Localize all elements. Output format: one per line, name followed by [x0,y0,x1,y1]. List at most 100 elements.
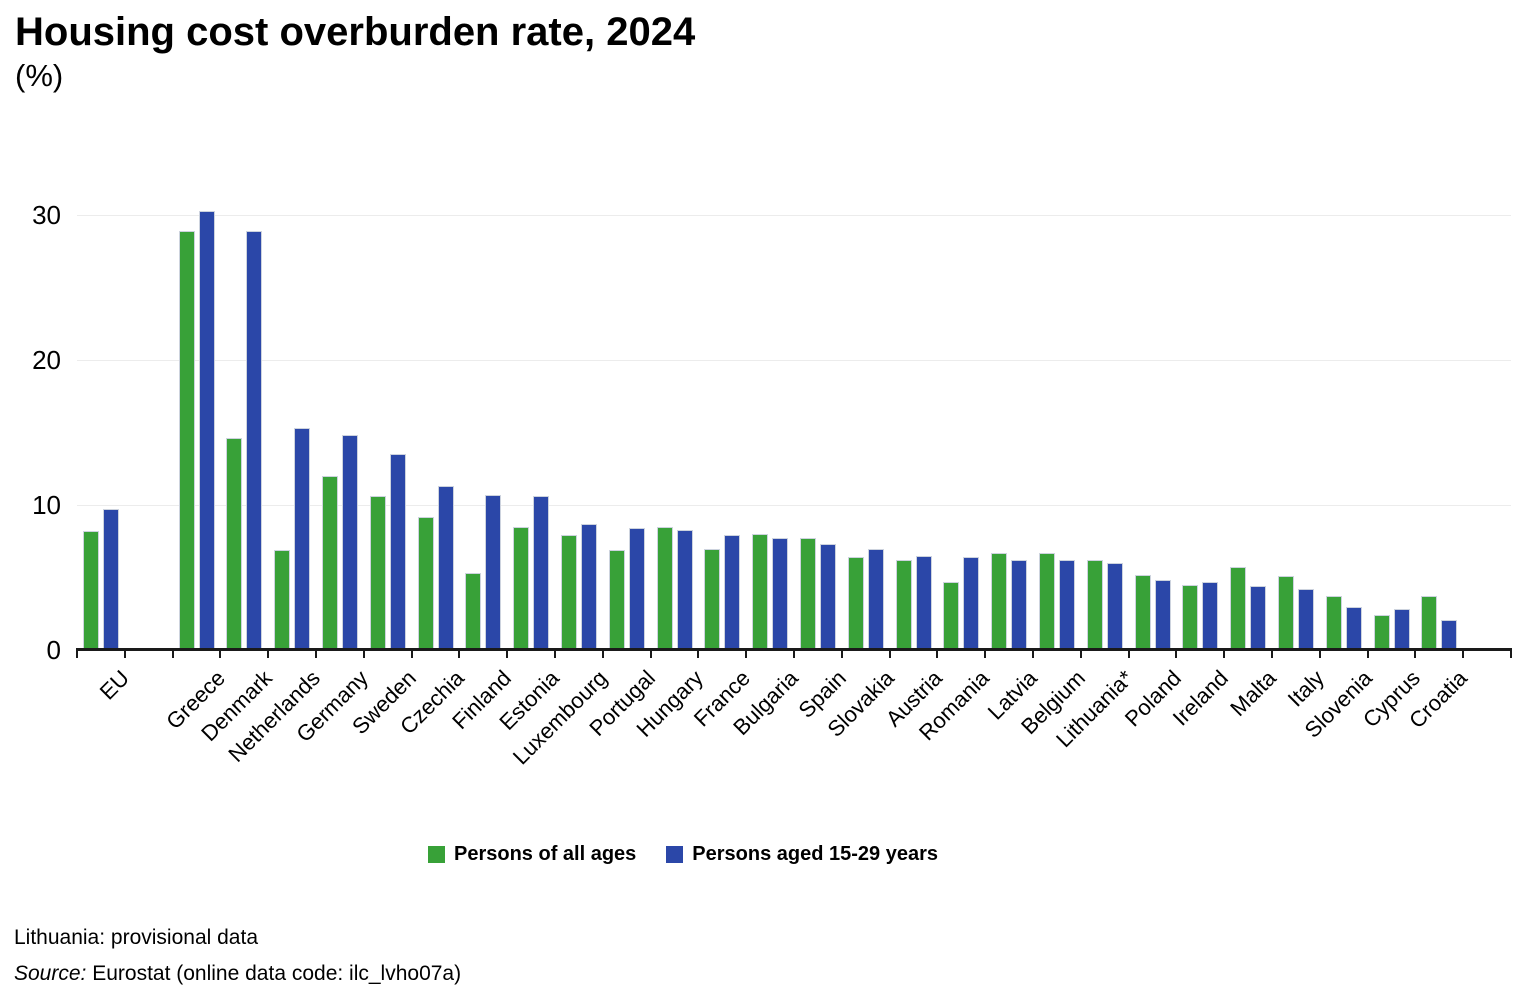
x-axis-tick [219,651,222,658]
bar-romania-aged-15-29 [963,557,980,650]
bar-poland-aged-15-29 [1154,580,1171,650]
y-axis-label-0: 0 [46,635,61,665]
x-axis-tick [1414,651,1417,658]
legend-label-aged-15-29: Persons aged 15-29 years [692,843,938,865]
bar-latvia-aged-15-29 [1011,560,1028,650]
bar-estonia-all-ages [513,526,530,650]
chart-title: Housing cost overburden rate, 2024 [15,10,696,54]
bar-estonia-aged-15-29 [533,496,550,650]
x-axis-tick [793,651,795,658]
bar-cyprus-all-ages [1373,615,1390,650]
bar-netherlands-all-ages [274,549,291,650]
x-axis-tick [506,651,509,658]
bar-czechia-all-ages [417,516,434,650]
x-axis-tick [1318,651,1321,658]
legend-swatch-green-icon [428,846,445,863]
source-text: Eurostat (online data code: ilc_lvho07a) [86,962,462,985]
x-axis-tick [1271,651,1273,658]
x-axis-tick [123,651,126,658]
x-axis-tick [315,651,317,658]
bar-malta-all-ages [1230,567,1247,650]
legend: Persons of all ages Persons aged 15-29 y… [0,843,1366,866]
x-axis-tick [458,651,461,658]
x-axis-tick [1032,651,1034,658]
bar-greece-all-ages [178,230,195,650]
bar-ireland-all-ages [1182,584,1199,650]
gridline-10 [77,504,1511,506]
x-axis-tick [1175,651,1178,658]
x-axis-tick [745,651,748,658]
bar-denmark-aged-15-29 [246,230,263,650]
legend-label-all-ages: Persons of all ages [454,843,637,865]
x-axis-tick [1223,651,1226,658]
bar-slovakia-aged-15-29 [867,548,884,650]
bar-cyprus-aged-15-29 [1393,609,1410,650]
chart-subtitle: (%) [15,58,64,93]
x-axis-tick [888,651,891,658]
bar-hungary-all-ages [656,526,673,650]
x-axis-tick [984,651,987,658]
bar-france-all-ages [704,548,721,650]
bar-luxembourg-all-ages [560,535,577,650]
legend-item-aged-15-29: Persons aged 15-29 years [666,843,938,866]
bar-sweden-aged-15-29 [389,454,406,650]
bar-austria-all-ages [895,560,912,650]
bar-romania-all-ages [943,581,960,650]
bar-belgium-aged-15-29 [1058,560,1075,650]
gridline-20 [77,359,1511,361]
x-axis-tick [649,651,652,658]
y-axis-label-20: 20 [32,345,61,375]
legend-swatch-blue-icon [666,846,684,863]
bar-bulgaria-all-ages [752,534,769,650]
bar-austria-aged-15-29 [915,555,932,650]
source-prefix: Source: [14,962,87,985]
bar-latvia-all-ages [991,552,1008,650]
footnote-source: Source: Eurostat (online data code: ilc_… [14,961,461,986]
bar-belgium-all-ages [1038,552,1055,650]
x-axis-tick [1366,651,1369,658]
bar-italy-aged-15-29 [1297,589,1314,650]
bar-netherlands-aged-15-29 [294,428,311,650]
x-axis-tick [697,651,700,658]
x-axis-tick [267,651,270,658]
x-axis-tick [840,651,843,658]
x-axis-tick [936,651,939,658]
x-axis-tick [601,651,604,658]
bar-italy-all-ages [1277,576,1294,650]
bar-croatia-aged-15-29 [1441,619,1458,650]
bar-luxembourg-aged-15-29 [580,523,597,650]
bar-lithuania-all-ages [1086,560,1103,650]
bar-lithuania-aged-15-29 [1106,563,1123,650]
bar-germany-all-ages [321,476,338,650]
x-axis-tick [362,651,365,658]
x-axis-tick [410,651,413,658]
bar-hungary-aged-15-29 [676,529,693,650]
bar-eu-aged-15-29 [102,509,119,650]
y-axis-label-30: 30 [32,200,61,230]
bar-slovakia-all-ages [847,557,864,650]
bar-portugal-all-ages [608,549,625,650]
x-axis-tick [1127,651,1130,658]
bar-portugal-aged-15-29 [628,528,645,650]
bar-poland-all-ages [1134,574,1151,650]
bar-france-aged-15-29 [724,535,741,650]
bar-finland-aged-15-29 [485,494,502,650]
x-axis-tick [1079,651,1082,658]
bar-denmark-all-ages [226,438,243,650]
bar-slovenia-all-ages [1325,596,1342,650]
x-axis-tick [554,651,556,658]
legend-item-all-ages: Persons of all ages [428,843,636,866]
bar-spain-aged-15-29 [819,544,836,650]
x-axis-tick [171,651,174,658]
y-axis-label-10: 10 [32,490,61,520]
bar-greece-aged-15-29 [198,210,215,650]
bar-eu-all-ages [82,531,99,650]
x-axis-tick [1510,651,1512,658]
bar-germany-aged-15-29 [341,435,358,650]
bar-bulgaria-aged-15-29 [772,538,789,650]
x-axis-tick [1462,651,1465,658]
x-axis-line [76,648,1512,651]
bar-sweden-all-ages [369,496,386,650]
